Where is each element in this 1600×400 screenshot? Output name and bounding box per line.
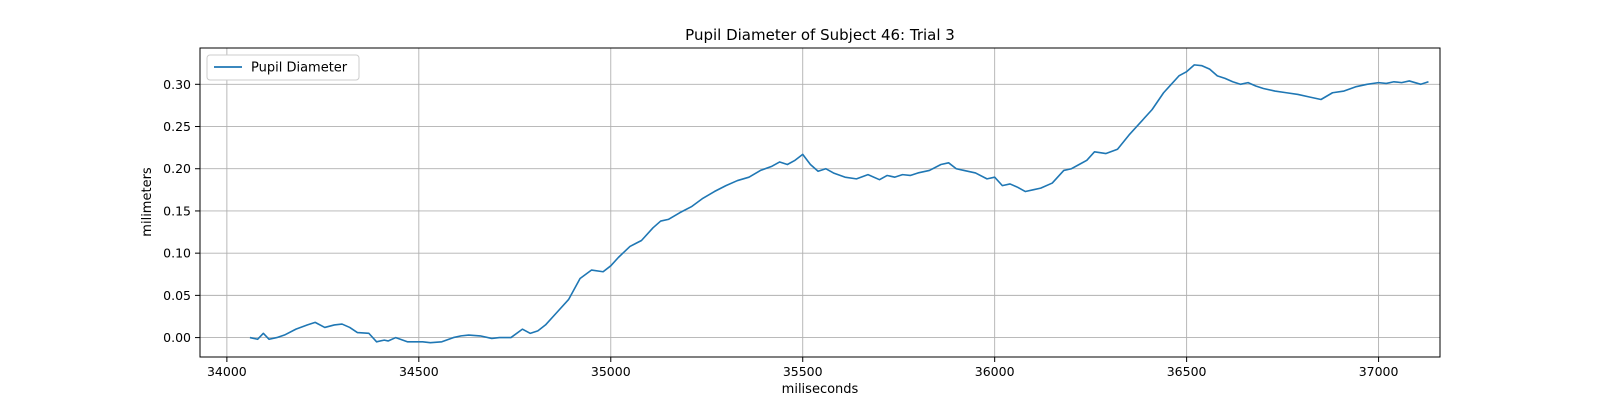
legend: Pupil Diameter bbox=[206, 54, 360, 81]
plot-frame bbox=[199, 47, 1441, 358]
y-axis-label: milimeters bbox=[140, 167, 155, 237]
x-tick-label: 34000 bbox=[207, 364, 247, 379]
y-tick-label: 0.00 bbox=[163, 330, 191, 345]
y-tick-label: 0.20 bbox=[163, 161, 191, 176]
series-line-pupil-diameter bbox=[249, 64, 1429, 344]
y-tick-label: 0.10 bbox=[163, 246, 191, 261]
y-axis: 0.00 0.05 0.10 0.15 0.20 0.25 0.30 bbox=[163, 77, 200, 345]
x-axis-label: miliseconds bbox=[782, 382, 859, 397]
y-tick-label: 0.15 bbox=[163, 203, 191, 218]
legend-box bbox=[206, 54, 360, 81]
y-tick-label: 0.30 bbox=[163, 77, 191, 92]
legend-label: Pupil Diameter bbox=[251, 61, 348, 76]
y-tick-label: 0.25 bbox=[163, 119, 191, 134]
x-tick-label: 36500 bbox=[1167, 364, 1207, 379]
x-axis: 34000 34500 35000 35500 36000 36500 37000 bbox=[207, 357, 1399, 379]
x-tick-label: 35000 bbox=[591, 364, 631, 379]
x-tick-label: 35500 bbox=[783, 364, 823, 379]
grid-lines bbox=[200, 48, 1440, 357]
x-tick-label: 37000 bbox=[1359, 364, 1399, 379]
x-tick-label: 34500 bbox=[399, 364, 439, 379]
y-tick-label: 0.05 bbox=[163, 288, 191, 303]
chart-title: Pupil Diameter of Subject 46: Trial 3 bbox=[685, 26, 955, 44]
x-tick-label: 36000 bbox=[975, 364, 1015, 379]
